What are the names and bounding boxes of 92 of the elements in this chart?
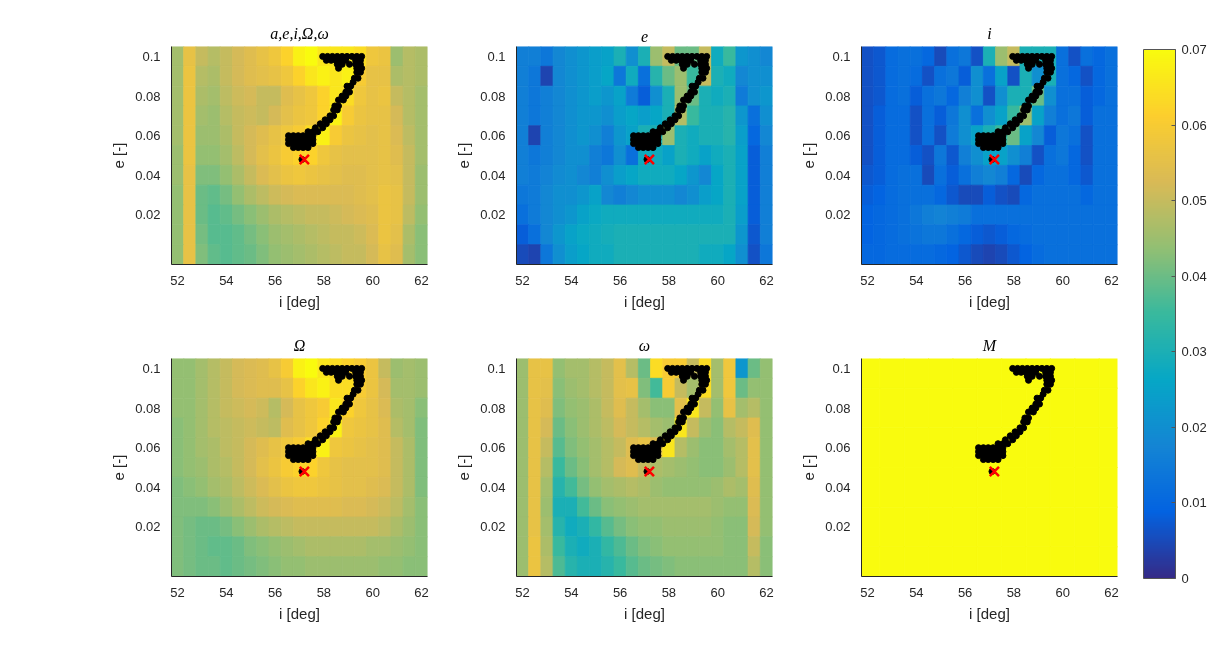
x-tick-label: 62 [414,272,429,288]
x-tick-label: 54 [909,584,924,600]
y-tick-label: 0.06 [480,440,506,456]
x-tick-label: 58 [661,272,677,288]
chart-title: M [981,336,998,354]
x-tick-label: 62 [414,584,429,600]
x-tick-label: 60 [1055,272,1070,288]
x-tick-label: 58 [661,584,677,600]
y-tick-label: 0.1 [832,360,851,376]
x-tick-label: 52 [170,272,185,288]
y-tick-label: 0.02 [135,519,161,535]
y-axis-title: e [-] [455,142,473,169]
x-tick-label: 58 [1006,272,1022,288]
color-bar-label: 0.02 [1181,419,1207,435]
y-tick-label: 0.02 [480,207,506,223]
x-tick-label: 62 [759,584,774,600]
x-tick-label: 52 [515,272,530,288]
y-tick-label: 0.1 [832,48,851,64]
x-tick-label: 60 [710,272,725,288]
x-tick-label: 52 [860,272,875,288]
x-tick-label: 54 [909,272,924,288]
x-axis-title: i [deg] [624,604,665,622]
x-tick-label: 56 [957,272,973,288]
chart-title: i [987,24,992,42]
x-tick-label: 58 [316,584,332,600]
x-axis-title: i [deg] [279,604,320,622]
y-tick-label: 0.08 [135,88,161,104]
color-bar-label: 0.03 [1181,344,1207,360]
x-tick-label: 54 [219,272,234,288]
y-tick-label: 0.02 [135,207,161,223]
y-axis-title: e [-] [455,454,473,481]
x-tick-label: 52 [860,584,875,600]
y-tick-label: 0.06 [825,128,851,144]
x-tick-label: 62 [759,272,774,288]
x-tick-label: 60 [365,272,380,288]
x-tick-label: 56 [267,584,283,600]
y-tick-label: 0.04 [825,167,851,183]
y-tick-label: 0.02 [825,519,851,535]
y-tick-label: 0.08 [480,88,506,104]
y-tick-label: 0.1 [142,48,161,64]
color-bar-label: 0 [1181,571,1189,586]
y-tick-label: 0.1 [142,360,161,376]
y-tick-label: 0.04 [135,167,161,183]
x-tick-label: 60 [365,584,380,600]
x-axis-title: i [deg] [969,292,1010,310]
y-tick-label: 0.1 [487,48,506,64]
y-tick-label: 0.06 [135,440,161,456]
x-tick-label: 62 [1104,584,1119,600]
x-tick-label: 58 [316,272,332,288]
color-bar-label: 0.05 [1181,193,1207,209]
x-tick-label: 60 [1055,584,1070,600]
y-tick-label: 0.06 [135,128,161,144]
x-tick-label: 54 [219,584,234,600]
chart-title: e [640,27,649,45]
x-tick-label: 56 [957,584,973,600]
y-axis-title: e [-] [110,142,128,169]
y-tick-label: 0.04 [480,167,506,183]
x-tick-label: 58 [1006,584,1022,600]
y-axis-title: e [-] [800,454,818,481]
x-axis-title: i [deg] [279,292,320,310]
x-tick-label: 54 [564,584,579,600]
y-tick-label: 0.08 [825,88,851,104]
color-bar-label: 0.01 [1181,495,1207,511]
x-tick-label: 62 [1104,272,1119,288]
x-tick-label: 54 [564,272,579,288]
y-axis-title: e [-] [110,454,128,481]
x-tick-label: 60 [710,584,725,600]
x-tick-label: 52 [170,584,185,600]
chart-title: ω [638,336,651,354]
x-tick-label: 56 [612,584,628,600]
y-tick-label: 0.04 [825,479,851,495]
y-tick-label: 0.1 [487,360,506,376]
y-tick-label: 0.08 [135,400,161,416]
y-tick-label: 0.02 [480,519,506,535]
x-tick-label: 56 [612,272,628,288]
y-tick-label: 0.06 [480,128,506,144]
x-axis-title: i [deg] [624,292,665,310]
x-tick-label: 52 [515,584,530,600]
y-tick-label: 0.06 [825,440,851,456]
y-tick-label: 0.04 [480,479,506,495]
color-bar-label: 0.04 [1181,268,1207,284]
x-axis-title: i [deg] [969,604,1010,622]
color-bar-label: 0.06 [1181,117,1207,133]
y-axis-title: e [-] [800,142,818,169]
color-bar-label: 0.07 [1181,42,1207,57]
y-tick-label: 0.04 [135,479,161,495]
chart-title: Ω [293,336,306,354]
x-tick-label: 56 [267,272,283,288]
chart-title: a,e,i,Ω,ω [270,24,329,42]
y-tick-label: 0.08 [480,400,506,416]
y-tick-label: 0.08 [825,400,851,416]
y-tick-label: 0.02 [825,207,851,223]
